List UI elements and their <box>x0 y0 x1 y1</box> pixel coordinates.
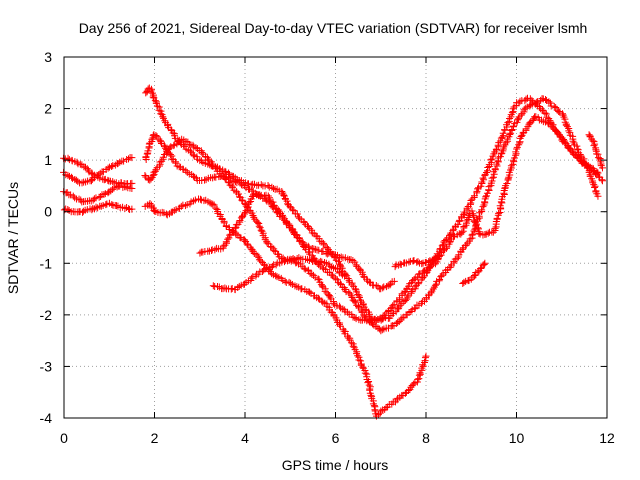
data-point <box>197 196 204 203</box>
data-point <box>84 165 91 172</box>
data-point <box>123 156 130 163</box>
data-point <box>315 247 322 254</box>
y-tick-label: 2 <box>44 101 52 117</box>
data-point <box>71 194 78 201</box>
data-point <box>128 154 135 161</box>
data-point <box>210 282 217 289</box>
data-point <box>349 257 356 264</box>
x-axis-label: GPS time / hours <box>282 457 389 473</box>
data-point <box>483 169 490 176</box>
x-tick-label: 10 <box>509 430 525 446</box>
data-point <box>479 203 486 210</box>
series-track-l <box>459 260 488 287</box>
data-point <box>141 172 148 179</box>
x-tick-label: 0 <box>60 430 68 446</box>
x-tick-label: 2 <box>151 430 159 446</box>
y-axis-label: SDTVAR / TECUs <box>5 182 21 294</box>
chart-title: Day 256 of 2021, Sidereal Day-to-day VTE… <box>79 20 588 36</box>
data-point <box>212 174 219 181</box>
y-tick-label: -2 <box>40 307 53 323</box>
y-tick-label: -4 <box>40 410 53 426</box>
data-point <box>341 284 348 291</box>
data-point <box>270 247 277 254</box>
y-tick-label: 1 <box>44 152 52 168</box>
data-point <box>414 258 421 265</box>
data-point <box>415 375 422 382</box>
data-point <box>268 244 275 251</box>
x-tick-label: 12 <box>599 430 615 446</box>
x-tick-label: 4 <box>241 430 249 446</box>
data-point <box>415 280 422 287</box>
data-point <box>113 202 120 209</box>
y-tick-label: -3 <box>40 358 53 374</box>
data-point <box>481 198 488 205</box>
data-point <box>505 175 512 182</box>
data-point <box>274 273 281 280</box>
series-track-h <box>142 195 430 419</box>
x-tick-label: 6 <box>332 430 340 446</box>
data-point <box>128 185 135 192</box>
data-point <box>264 239 271 246</box>
y-tick-label: 3 <box>44 49 52 65</box>
data-point <box>482 193 489 200</box>
data-point <box>481 260 488 267</box>
data-point <box>315 275 322 282</box>
series-track-d <box>61 200 135 216</box>
data-point <box>192 197 199 204</box>
y-tick-label: 0 <box>44 204 52 220</box>
data-point <box>516 98 523 105</box>
data-point <box>80 208 87 215</box>
data-point <box>423 353 430 360</box>
data-point <box>265 182 272 189</box>
sdtvar-chart: Day 256 of 2021, Sidereal Day-to-day VTE… <box>0 0 640 480</box>
data-point <box>308 271 315 278</box>
data-point <box>74 178 81 185</box>
series-track-f <box>142 95 601 334</box>
data-point <box>221 284 228 291</box>
series-track-g <box>141 113 606 324</box>
data-point <box>422 354 429 361</box>
data-points <box>60 85 606 420</box>
y-tick-label: -1 <box>40 255 53 271</box>
x-tick-label: 8 <box>422 430 430 446</box>
